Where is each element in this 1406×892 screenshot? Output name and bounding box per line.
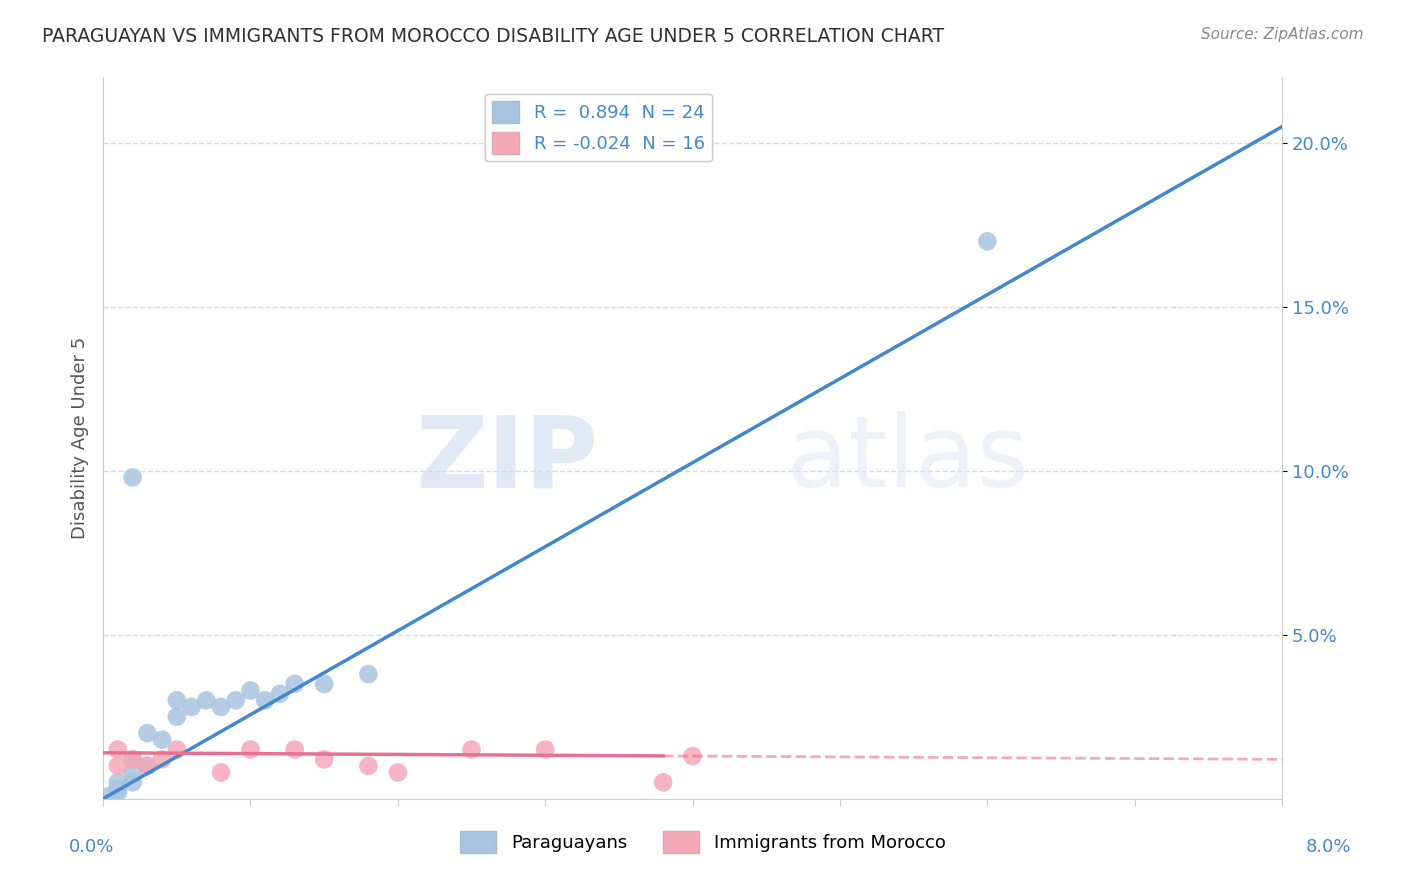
Point — [209, 699, 232, 714]
Point — [136, 726, 159, 740]
Point — [357, 759, 380, 773]
Point — [195, 693, 218, 707]
Point — [166, 710, 188, 724]
Point — [121, 765, 143, 780]
Legend: Paraguayans, Immigrants from Morocco: Paraguayans, Immigrants from Morocco — [453, 824, 953, 861]
Point — [180, 699, 202, 714]
Point — [100, 789, 122, 803]
Legend: R =  0.894  N = 24, R = -0.024  N = 16: R = 0.894 N = 24, R = -0.024 N = 16 — [485, 94, 711, 161]
Point — [284, 742, 307, 756]
Point — [107, 759, 129, 773]
Point — [225, 693, 247, 707]
Point — [166, 693, 188, 707]
Point — [460, 742, 482, 756]
Point — [136, 759, 159, 773]
Point — [269, 687, 291, 701]
Point — [682, 749, 704, 764]
Point — [284, 677, 307, 691]
Point — [976, 235, 998, 249]
Point — [239, 742, 262, 756]
Point — [150, 752, 173, 766]
Point — [239, 683, 262, 698]
Point — [107, 781, 129, 796]
Text: PARAGUAYAN VS IMMIGRANTS FROM MOROCCO DISABILITY AGE UNDER 5 CORRELATION CHART: PARAGUAYAN VS IMMIGRANTS FROM MOROCCO DI… — [42, 27, 945, 45]
Point — [107, 785, 129, 799]
Point — [121, 775, 143, 789]
Point — [166, 742, 188, 756]
Point — [121, 752, 143, 766]
Point — [534, 742, 557, 756]
Point — [121, 752, 143, 766]
Text: 8.0%: 8.0% — [1306, 838, 1351, 856]
Text: atlas: atlas — [787, 411, 1029, 508]
Point — [121, 470, 143, 484]
Y-axis label: Disability Age Under 5: Disability Age Under 5 — [72, 337, 89, 539]
Point — [652, 775, 675, 789]
Point — [357, 667, 380, 681]
Point — [254, 693, 277, 707]
Point — [136, 759, 159, 773]
Point — [107, 742, 129, 756]
Point — [314, 677, 336, 691]
Text: Source: ZipAtlas.com: Source: ZipAtlas.com — [1201, 27, 1364, 42]
Point — [107, 775, 129, 789]
Point — [314, 752, 336, 766]
Text: ZIP: ZIP — [415, 411, 599, 508]
Point — [150, 732, 173, 747]
Text: 0.0%: 0.0% — [69, 838, 114, 856]
Point — [209, 765, 232, 780]
Point — [387, 765, 409, 780]
